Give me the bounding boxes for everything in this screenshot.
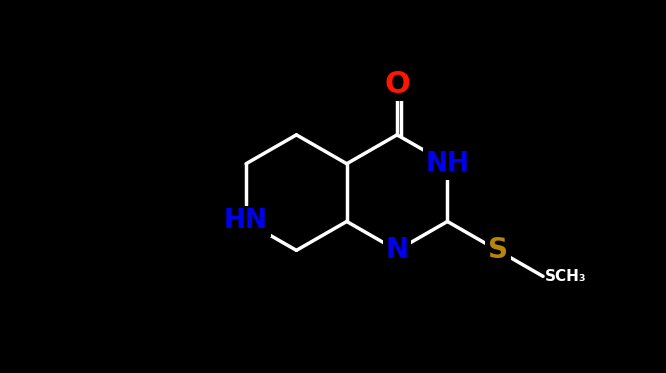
Text: HN: HN <box>224 209 268 235</box>
Text: SCH₃: SCH₃ <box>545 269 586 284</box>
Text: S: S <box>488 236 507 264</box>
Text: NH: NH <box>426 151 470 177</box>
Text: O: O <box>384 69 410 98</box>
Text: N: N <box>386 236 409 264</box>
